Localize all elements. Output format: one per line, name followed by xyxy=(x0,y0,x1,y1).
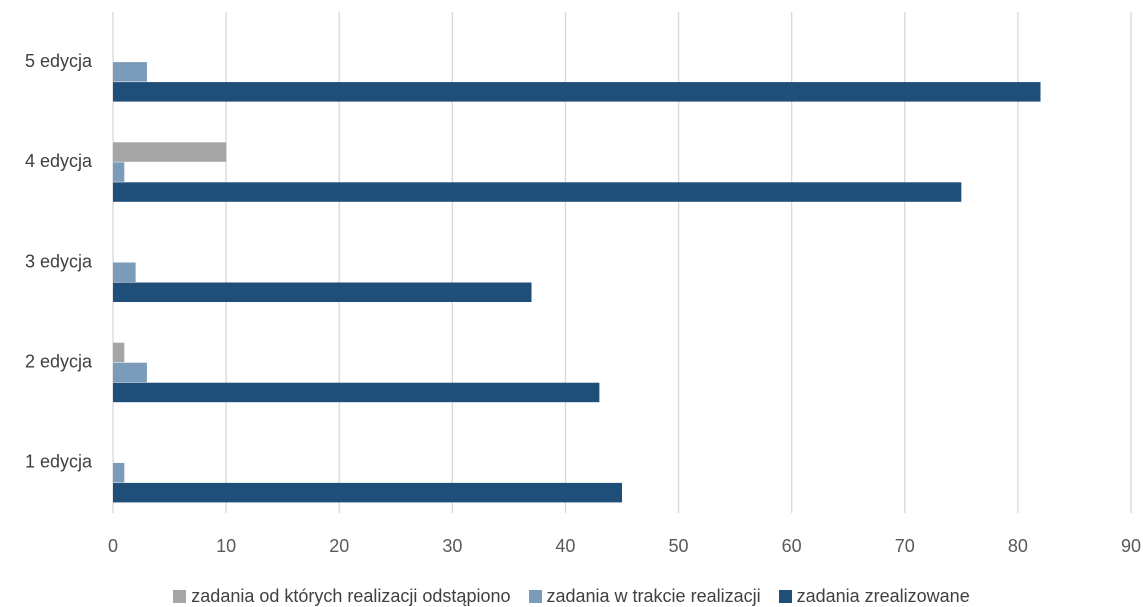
bar-s0-c1 xyxy=(113,342,125,363)
x-tick-label: 60 xyxy=(782,536,802,556)
category-label: 4 edycja xyxy=(25,151,93,171)
legend-label-in-progress: zadania w trakcie realizacji xyxy=(546,585,761,606)
x-tick-label: 0 xyxy=(108,536,118,556)
legend-label-completed: zadania zrealizowane xyxy=(796,585,970,606)
category-label: 2 edycja xyxy=(25,351,93,371)
legend-swatch-in-progress xyxy=(528,589,542,603)
bar-s2-c1 xyxy=(113,382,600,403)
bar-s2-c3 xyxy=(113,182,962,202)
x-tick-labels: 0 10 20 30 40 50 60 70 80 90 xyxy=(108,536,1141,556)
bar-s1-c1 xyxy=(113,362,147,383)
bar-s1-c4 xyxy=(113,62,147,82)
legend: zadania od których realizacji odstąpiono… xyxy=(0,585,1143,607)
bar-s0-c3 xyxy=(113,142,227,162)
bar-s2-c0 xyxy=(113,482,622,503)
category-label: 5 edycja xyxy=(25,51,93,71)
bar-s1-c3 xyxy=(113,162,125,182)
bars xyxy=(113,62,1041,503)
bar-s1-c0 xyxy=(113,462,125,483)
x-tick-label: 30 xyxy=(442,536,462,556)
legend-swatch-completed xyxy=(778,589,792,603)
legend-swatch-abandoned xyxy=(173,589,187,603)
x-tick-label: 20 xyxy=(329,536,349,556)
legend-item-in-progress: zadania w trakcie realizacji xyxy=(528,585,761,607)
bar-s2-c4 xyxy=(113,82,1041,102)
category-labels: 1 edycja 2 edycja 3 edycja 4 edycja 5 edycja xyxy=(25,51,93,472)
x-tick-label: 90 xyxy=(1121,536,1141,556)
x-tick-label: 40 xyxy=(555,536,575,556)
category-label: 3 edycja xyxy=(25,251,93,271)
bar-s1-c2 xyxy=(113,262,136,282)
x-tick-label: 70 xyxy=(895,536,915,556)
legend-item-abandoned: zadania od których realizacji odstąpiono xyxy=(173,585,511,607)
category-label: 1 edycja xyxy=(25,452,93,472)
bar-s2-c2 xyxy=(113,282,532,302)
x-tick-label: 10 xyxy=(216,536,236,556)
x-tick-label: 50 xyxy=(669,536,689,556)
x-tick-label: 80 xyxy=(1008,536,1028,556)
bar-chart: 1 edycja 2 edycja 3 edycja 4 edycja 5 edycja… xyxy=(25,12,1141,556)
legend-item-completed: zadania zrealizowane xyxy=(778,585,970,607)
legend-label-abandoned: zadania od których realizacji odstąpiono xyxy=(191,585,511,606)
